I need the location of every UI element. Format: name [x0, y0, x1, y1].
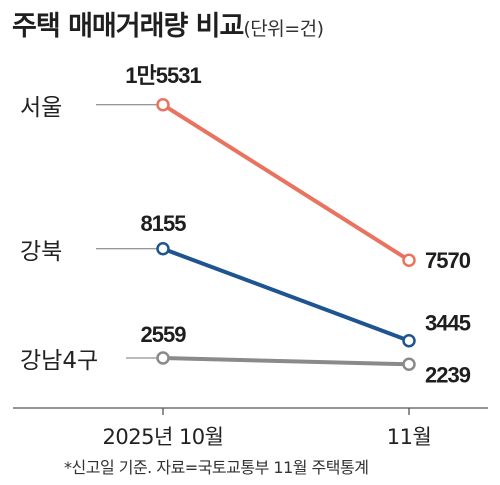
data-label: 8155: [141, 211, 187, 236]
chart-title-text: 주택 매매거래량 비교: [12, 11, 244, 42]
data-point: [402, 333, 416, 348]
data-label: 2239: [425, 362, 471, 387]
series-name-label: 서울: [20, 95, 62, 121]
chart-title: 주택 매매거래량 비교(단위=건): [12, 4, 324, 43]
series-line: [161, 356, 411, 367]
series-name-label: 강남4구: [20, 348, 98, 374]
unit-note: (단위=건): [243, 18, 324, 40]
data-label: 7570: [425, 248, 471, 273]
x-tick-label: 2025년 10월: [103, 425, 224, 449]
source-note: *신고일 기준. 자료=국토교통부 11월 주택통계: [64, 458, 369, 477]
data-point: [402, 357, 416, 372]
series-line: [161, 102, 411, 263]
data-point: [156, 242, 170, 256]
data-point: [402, 253, 416, 267]
data-label: 1만5531: [125, 63, 201, 88]
x-tick-label: 11월: [387, 425, 432, 449]
data-point: [156, 98, 170, 112]
data-label: 2559: [141, 322, 187, 347]
series-line: [161, 246, 411, 343]
series-name-label: 강북: [20, 239, 62, 265]
data-label: 3445: [425, 311, 471, 336]
data-point: [156, 351, 170, 365]
